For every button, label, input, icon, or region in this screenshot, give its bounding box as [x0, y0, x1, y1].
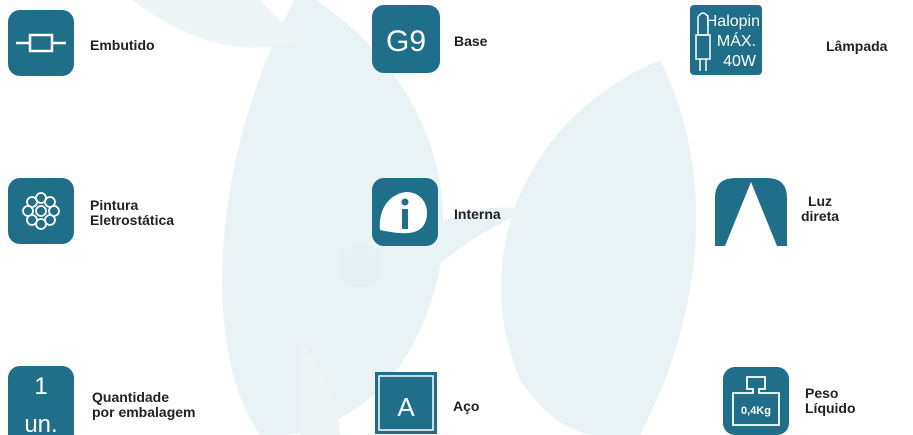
- label-line: Pintura: [90, 198, 174, 213]
- label-line: Peso: [805, 386, 856, 401]
- label-line: Luz: [800, 194, 840, 209]
- label-line: por embalagem: [92, 405, 195, 420]
- label: Aço: [453, 399, 479, 414]
- icon-interna: [372, 178, 438, 246]
- icon-text: un.: [24, 411, 57, 435]
- label-line: Quantidade: [92, 390, 195, 405]
- icon-text: G9: [386, 25, 426, 58]
- label: Lâmpada: [826, 39, 887, 54]
- label-line: direta: [800, 209, 840, 224]
- label-line: Embutido: [90, 38, 155, 53]
- label: Interna: [454, 207, 501, 222]
- spec-sheet: Embutido G9 Base Halopin MÁX. 40W Lâmpad…: [0, 0, 913, 435]
- icon-pintura: [8, 178, 74, 244]
- icon-luz: [715, 178, 787, 246]
- icon-base: G9: [372, 5, 440, 73]
- icon-text: 1: [34, 373, 47, 400]
- label-line: Lâmpada: [826, 39, 887, 54]
- icon-text: A: [397, 392, 415, 422]
- icon-aco: A: [375, 372, 437, 434]
- label-line: Líquido: [805, 401, 856, 416]
- icon-text: Halopin: [706, 13, 760, 30]
- label-line: Aço: [453, 399, 479, 414]
- label-line: Base: [454, 34, 487, 49]
- label: Embutido: [90, 38, 155, 53]
- icon-text: MÁX.: [717, 31, 756, 50]
- label: Base: [454, 34, 487, 49]
- icon-quantidade: 1 un.: [8, 366, 74, 435]
- icon-peso: 0,4Kg: [723, 367, 789, 435]
- icon-text: 40W: [723, 53, 757, 70]
- label-line: Eletrostática: [90, 213, 174, 228]
- label-line: Interna: [454, 207, 501, 222]
- icon-text: 0,4Kg: [741, 405, 771, 417]
- icon-embutido: [8, 10, 74, 76]
- icon-lampada: Halopin MÁX. 40W: [690, 5, 762, 75]
